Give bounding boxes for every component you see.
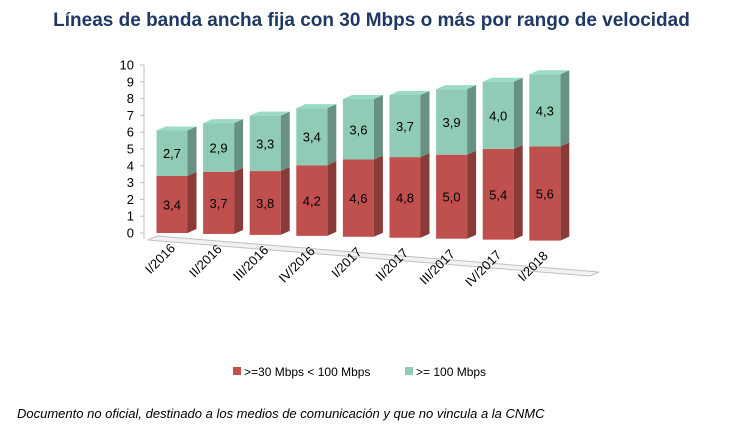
legend-swatch [405,367,413,375]
data-label: 2,9 [210,140,228,155]
y-tick-label: 8 [127,91,134,106]
x-tick-label: I/2017 [328,244,364,280]
data-label: 4,2 [303,194,321,209]
y-tick-label: 5 [127,142,134,157]
y-tick-label: 4 [127,158,134,173]
data-label: 3,7 [210,196,228,211]
y-tick-label: 3 [127,175,134,190]
bar-top [436,85,477,90]
legend-label: >=30 Mbps < 100 Mbps [244,365,370,379]
bar-segment-mid-side [513,144,523,240]
y-tick-label: 0 [127,226,134,241]
bar-segment-mid-side [420,153,430,238]
x-tick-label: II/2016 [186,241,225,280]
y-tick-label: 9 [127,74,134,89]
bar-top [156,126,197,131]
bar-top [203,119,244,124]
bar-segment-mid [249,171,281,235]
bar-top [342,95,383,100]
bar-segment-high [342,99,374,160]
data-label: 4,0 [489,108,507,123]
bar-segment-high-side [327,104,337,166]
bar-segment-mid-side [467,150,477,239]
bar-segment-high-side [280,111,290,172]
bar-segment-mid [203,171,235,234]
y-axis: 0 1 2 3 45 6 7 8 910 [120,58,145,241]
bar-segment-mid [342,159,374,237]
floor-plane [147,235,600,277]
bar-segment-mid-side [187,171,197,233]
data-label: 3,3 [256,136,274,151]
x-tick-label: III/2017 [416,246,457,287]
data-label: 3,6 [349,122,367,137]
bar-segment-mid [482,148,514,240]
bar-segment-high [249,115,281,172]
y-tick-label: 2 [127,192,134,207]
y-tick-label: 6 [127,125,134,140]
data-label: 2,7 [163,146,181,161]
bar-segment-mid-side [560,142,570,241]
y-tick-label: 10 [120,58,134,73]
data-label: 5,0 [443,190,461,205]
bar-segment-high [203,123,235,172]
bar-segment-mid [436,154,468,239]
bar-top [482,77,523,82]
data-label: 3,4 [163,197,181,212]
legend-swatch [233,367,241,375]
bar-segment-high-side [420,90,430,158]
bar-segment-high [529,74,561,147]
bar-segment-high [296,108,328,166]
data-label: 4,6 [349,191,367,206]
data-label: 3,9 [443,115,461,130]
data-label: 4,3 [536,103,554,118]
bar-top [249,111,290,116]
bars: 3,4 2,7 3,7 2,9 3,8 3,3 4,2 3,4 4,6 3,6 4,8 3,7 5,0 3… [156,70,570,241]
footer-note: Documento no oficial, destinado a los me… [17,406,545,421]
data-label: 3,4 [303,130,321,145]
chart-floor [147,235,600,277]
bar-segment-high-side [467,85,477,155]
legend-label: >= 100 Mbps [416,365,486,379]
bar-segment-mid-side [280,167,290,235]
y-tick-label: 7 [127,108,134,123]
bar-segment-mid-side [234,167,244,234]
y-tick-label: 1 [127,209,134,224]
bar-segment-high-side [373,95,383,160]
bar-segment-high [156,130,188,176]
data-label: 4,8 [396,190,414,205]
bar-segment-mid-side [373,155,383,237]
data-label: 5,6 [536,187,554,202]
bar-segment-mid [389,157,421,238]
bar-segment-high [389,94,421,158]
data-label: 3,7 [396,119,414,134]
bar-segment-mid [156,175,188,233]
bar-segment-mid [296,165,328,236]
bar-segment-high [482,81,514,149]
legend: >=30 Mbps < 100 Mbps >= 100 Mbps [233,365,486,379]
bar-segment-high-side [234,119,244,172]
data-label: 5,4 [489,187,507,202]
data-label: 3,8 [256,196,274,211]
bar-segment-high-side [187,126,197,176]
x-tick-label: I/2016 [142,241,178,277]
bar-top [296,104,337,109]
bar-segment-high [436,89,468,155]
bar-top [389,90,430,95]
x-tick-label: II/2017 [372,245,411,284]
stacked-bar-chart: 0 1 2 3 45 6 7 8 910 3,4 2,7 3,7 2,9 3,8 3,3 4,2 3,4 4,6… [120,58,600,379]
bar-segment-mid-side [327,161,337,236]
bar-top [529,70,570,75]
bar-segment-high-side [560,70,570,147]
x-axis-labels: I/2016 II/2016 III/2016 IV/2016 I/2017 II/201… [142,241,551,290]
bar-segment-high-side [513,77,523,149]
chart-title: Líneas de banda ancha fija con 30 Mbps o… [53,10,690,31]
bar-segment-mid [529,146,561,241]
